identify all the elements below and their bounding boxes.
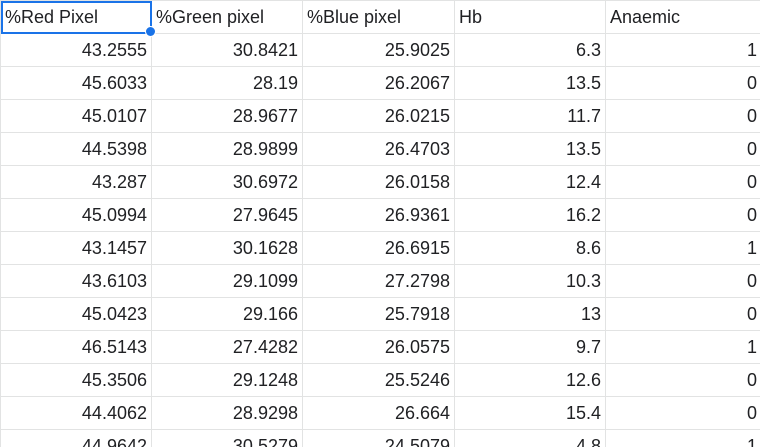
cell-anaemic[interactable]: 0 [605,297,760,331]
cell-blue-pixel[interactable]: 25.5246 [302,363,455,397]
cell-red-pixel[interactable]: 44.9642 [0,429,152,447]
cell-red-pixel[interactable]: 43.2555 [0,33,152,67]
cell-hb[interactable]: 12.6 [454,363,606,397]
cell-red-pixel[interactable]: 43.1457 [0,231,152,265]
cell-red-pixel[interactable]: 46.5143 [0,330,152,364]
table-row: 43.287 30.6972 26.0158 12.4 0 [0,165,760,199]
cell-red-pixel[interactable]: 43.6103 [0,264,152,298]
cell-anaemic[interactable]: 1 [605,330,760,364]
table-row: 45.0423 29.166 25.7918 13 0 [0,297,760,331]
cell-anaemic[interactable]: 0 [605,198,760,232]
header-cell-hb[interactable]: Hb [454,0,606,34]
cell-blue-pixel[interactable]: 25.7918 [302,297,455,331]
cell-anaemic[interactable]: 1 [605,33,760,67]
table-row: 44.5398 28.9899 26.4703 13.5 0 [0,132,760,166]
table-row: 43.6103 29.1099 27.2798 10.3 0 [0,264,760,298]
cell-anaemic[interactable]: 0 [605,132,760,166]
cell-blue-pixel[interactable]: 26.664 [302,396,455,430]
cell-hb[interactable]: 6.3 [454,33,606,67]
cell-anaemic[interactable]: 1 [605,429,760,447]
cell-blue-pixel[interactable]: 26.0158 [302,165,455,199]
cell-green-pixel[interactable]: 27.4282 [151,330,303,364]
header-cell-blue-pixel[interactable]: %Blue pixel [302,0,455,34]
cell-hb[interactable]: 10.3 [454,264,606,298]
fill-handle[interactable] [145,26,156,37]
table-row: 45.0994 27.9645 26.9361 16.2 0 [0,198,760,232]
header-cell-anaemic[interactable]: Anaemic [605,0,760,34]
cell-blue-pixel[interactable]: 26.4703 [302,132,455,166]
cell-anaemic[interactable]: 0 [605,66,760,100]
cell-hb[interactable]: 9.7 [454,330,606,364]
cell-hb[interactable]: 13.5 [454,66,606,100]
header-cell-red-pixel[interactable]: %Red Pixel [0,0,152,34]
cell-blue-pixel[interactable]: 26.6915 [302,231,455,265]
cell-anaemic[interactable]: 0 [605,99,760,133]
cell-hb[interactable]: 12.4 [454,165,606,199]
cell-green-pixel[interactable]: 28.19 [151,66,303,100]
cell-anaemic[interactable]: 1 [605,231,760,265]
cell-green-pixel[interactable]: 29.166 [151,297,303,331]
cell-green-pixel[interactable]: 27.9645 [151,198,303,232]
cell-green-pixel[interactable]: 28.9677 [151,99,303,133]
table-row: 43.2555 30.8421 25.9025 6.3 1 [0,33,760,67]
cell-red-pixel[interactable]: 44.4062 [0,396,152,430]
cell-blue-pixel[interactable]: 26.9361 [302,198,455,232]
cell-green-pixel[interactable]: 30.8421 [151,33,303,67]
cell-green-pixel[interactable]: 28.9899 [151,132,303,166]
table-row: 43.1457 30.1628 26.6915 8.6 1 [0,231,760,265]
table-row: 44.9642 30.5279 24.5079 4.8 1 [0,429,760,447]
table-row: 46.5143 27.4282 26.0575 9.7 1 [0,330,760,364]
cell-anaemic[interactable]: 0 [605,165,760,199]
cell-hb[interactable]: 11.7 [454,99,606,133]
cell-anaemic[interactable]: 0 [605,363,760,397]
table-row: 45.0107 28.9677 26.0215 11.7 0 [0,99,760,133]
cell-hb[interactable]: 8.6 [454,231,606,265]
cell-red-pixel[interactable]: 43.287 [0,165,152,199]
cell-anaemic[interactable]: 0 [605,396,760,430]
cell-green-pixel[interactable]: 30.5279 [151,429,303,447]
cell-blue-pixel[interactable]: 26.0575 [302,330,455,364]
cell-green-pixel[interactable]: 30.6972 [151,165,303,199]
table-row: 44.4062 28.9298 26.664 15.4 0 [0,396,760,430]
table-row: 45.3506 29.1248 25.5246 12.6 0 [0,363,760,397]
cell-anaemic[interactable]: 0 [605,264,760,298]
cell-red-pixel[interactable]: 44.5398 [0,132,152,166]
cell-green-pixel[interactable]: 29.1248 [151,363,303,397]
cell-red-pixel[interactable]: 45.0107 [0,99,152,133]
cell-blue-pixel[interactable]: 26.0215 [302,99,455,133]
cell-hb[interactable]: 13 [454,297,606,331]
cell-green-pixel[interactable]: 28.9298 [151,396,303,430]
cell-red-pixel[interactable]: 45.0994 [0,198,152,232]
cell-blue-pixel[interactable]: 24.5079 [302,429,455,447]
cell-red-pixel[interactable]: 45.3506 [0,363,152,397]
cell-hb[interactable]: 13.5 [454,132,606,166]
header-cell-green-pixel[interactable]: %Green pixel [151,0,303,34]
header-row: %Red Pixel %Green pixel %Blue pixel Hb A… [0,0,760,34]
cell-hb[interactable]: 16.2 [454,198,606,232]
cell-hb[interactable]: 4.8 [454,429,606,447]
table-row: 45.6033 28.19 26.2067 13.5 0 [0,66,760,100]
cell-green-pixel[interactable]: 29.1099 [151,264,303,298]
cell-blue-pixel[interactable]: 25.9025 [302,33,455,67]
cell-green-pixel[interactable]: 30.1628 [151,231,303,265]
cell-hb[interactable]: 15.4 [454,396,606,430]
cell-blue-pixel[interactable]: 27.2798 [302,264,455,298]
cell-red-pixel[interactable]: 45.0423 [0,297,152,331]
cell-blue-pixel[interactable]: 26.2067 [302,66,455,100]
cell-red-pixel[interactable]: 45.6033 [0,66,152,100]
